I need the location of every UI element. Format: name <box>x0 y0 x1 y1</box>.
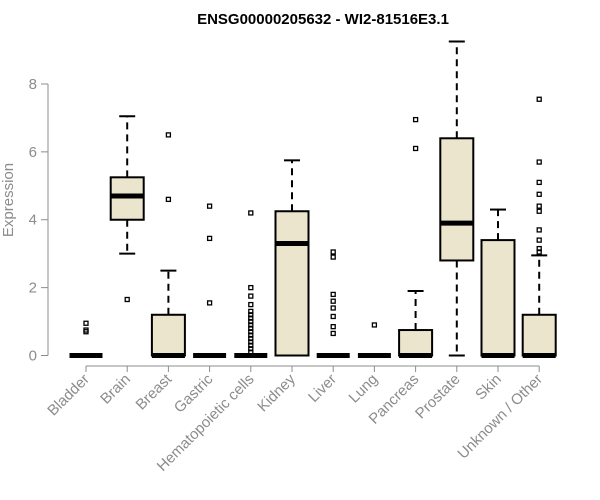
outlier-point <box>248 308 254 315</box>
box-group <box>69 320 103 358</box>
iqr-box <box>150 313 186 357</box>
chart-title: ENSG00000205632 - WI2-81516E3.1 <box>197 11 449 28</box>
outlier-point <box>330 254 336 260</box>
outlier-point <box>124 296 130 303</box>
box-group <box>316 249 350 358</box>
outlier-point <box>83 327 89 333</box>
box-group <box>480 208 516 358</box>
outlier-point <box>536 227 542 233</box>
iqr-box <box>274 210 310 357</box>
outlier-point <box>248 210 254 216</box>
outlier-point <box>536 237 542 243</box>
y-tick-label: 4 <box>29 212 37 229</box>
y-tick-label: 2 <box>29 280 37 297</box>
x-tick-label: Brain <box>97 371 134 408</box>
x-tick-label: Bladder <box>44 371 93 420</box>
y-axis-label: Expression <box>0 163 17 237</box>
y-tick-label: 8 <box>29 76 37 93</box>
outlier-point <box>330 298 336 304</box>
outlier-point <box>536 208 542 214</box>
outlier-point <box>536 191 542 197</box>
outlier-point <box>165 132 172 138</box>
outlier-point <box>412 145 419 152</box>
x-tick-label: Lung <box>346 371 382 407</box>
box-group <box>521 96 557 358</box>
box-group <box>274 159 310 357</box>
outlier-point <box>330 249 336 255</box>
outlier-point <box>536 159 542 165</box>
outlier-point <box>536 179 542 186</box>
outlier-point <box>330 291 336 298</box>
iqr-box <box>109 176 145 221</box>
outlier-point <box>330 324 336 330</box>
outlier-point <box>206 203 213 209</box>
x-tick-label: Skin <box>472 371 505 404</box>
boxes-group <box>69 40 557 358</box>
outlier-point <box>206 300 213 306</box>
outlier-point <box>330 313 336 320</box>
outlier-point <box>536 245 542 252</box>
y-tick-label: 6 <box>29 144 37 161</box>
outlier-point <box>371 322 378 328</box>
outlier-point <box>165 196 172 203</box>
x-tick-label: Liver <box>305 371 340 406</box>
box-group <box>234 210 268 358</box>
outlier-point <box>412 116 419 123</box>
outlier-point <box>330 330 336 337</box>
box-group <box>357 322 391 358</box>
y-tick-label: 0 <box>29 348 37 365</box>
outlier-point <box>536 96 542 102</box>
iqr-box <box>439 137 475 262</box>
y-axis: 0 2 4 6 8 <box>29 76 49 365</box>
x-tick-label: Kidney <box>254 370 299 415</box>
outlier-point <box>248 284 254 291</box>
box-group <box>150 132 186 358</box>
outlier-point <box>248 301 254 308</box>
iqr-box <box>521 313 557 357</box>
iqr-box <box>398 329 434 357</box>
x-tick-label: Prostate <box>412 371 464 423</box>
x-tick-label: Breast <box>133 370 176 413</box>
outlier-point <box>330 305 336 311</box>
outlier-point <box>206 235 213 242</box>
outlier-point <box>248 293 254 299</box>
box-group <box>439 40 475 357</box>
box-group <box>398 116 434 358</box>
box-group <box>109 115 145 303</box>
iqr-box <box>480 239 516 357</box>
outlier-point <box>536 203 542 209</box>
outlier-point <box>83 320 89 326</box>
box-group <box>193 203 227 358</box>
